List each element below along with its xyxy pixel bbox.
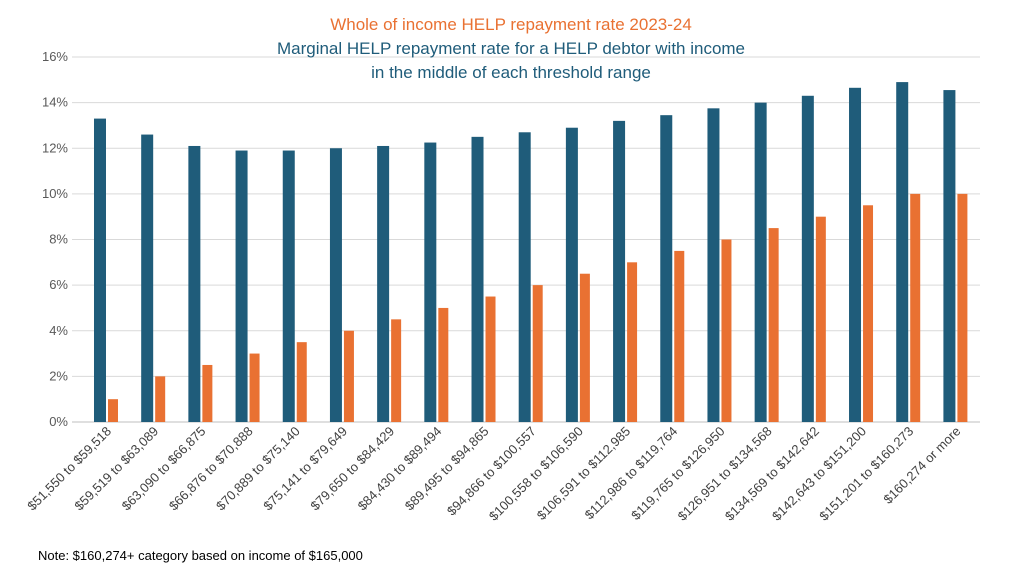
x-tick-label: $134,569 to $142,642 <box>722 424 822 524</box>
bar-marginal-rate <box>943 90 956 422</box>
bar-marginal-rate <box>660 115 673 422</box>
bar-whole-income-rate <box>485 296 496 422</box>
bar-marginal-rate <box>424 142 437 422</box>
x-tick-label: $79,650 to $84,429 <box>307 424 397 514</box>
x-tick-label: $112,986 to $119,764 <box>582 424 681 523</box>
bar-marginal-rate <box>707 108 720 422</box>
x-tick-label: $106,591 to $112,985 <box>534 424 633 523</box>
y-tick-label: 8% <box>49 232 68 247</box>
y-tick-label: 14% <box>42 95 68 110</box>
y-tick-label: 0% <box>49 414 68 429</box>
bar-whole-income-rate <box>579 273 590 422</box>
x-tick-label: $119,765 to $126,950 <box>628 424 727 523</box>
bar-whole-income-rate <box>627 262 638 422</box>
y-tick-label: 10% <box>42 186 68 201</box>
bar-marginal-rate <box>235 150 248 422</box>
bar-marginal-rate <box>565 127 578 422</box>
y-tick-label: 2% <box>49 368 68 383</box>
chart-title-line-3: in the middle of each threshold range <box>371 63 651 82</box>
chart-note: Note: $160,274+ category based on income… <box>38 548 363 563</box>
bar-whole-income-rate <box>107 399 118 422</box>
bar-marginal-rate <box>754 102 767 422</box>
x-tick-label: $94,866 to $100,557 <box>444 424 539 519</box>
x-tick-label: $75,141 to $79,649 <box>260 424 350 514</box>
x-tick-label: $63,090 to $66,875 <box>119 424 209 514</box>
bar-marginal-rate <box>471 136 484 422</box>
chart-title-line-2: Marginal HELP repayment rate for a HELP … <box>277 39 745 58</box>
bar-marginal-rate <box>801 95 814 422</box>
bar-whole-income-rate <box>249 353 260 422</box>
bar-marginal-rate <box>282 150 295 422</box>
bar-whole-income-rate <box>343 330 354 422</box>
bar-marginal-rate <box>93 118 106 422</box>
bar-marginal-rate <box>849 87 862 422</box>
bar-whole-income-rate <box>863 205 874 422</box>
x-tick-label: $89,495 to $94,865 <box>402 424 492 514</box>
bar-whole-income-rate <box>391 319 402 422</box>
bar-marginal-rate <box>329 148 342 422</box>
chart-title-line-1: Whole of income HELP repayment rate 2023… <box>330 15 692 34</box>
x-tick-label: $70,889 to $75,140 <box>213 424 303 514</box>
x-tick-label: $51,550 to $59,518 <box>24 424 114 514</box>
y-tick-label: 12% <box>42 140 68 155</box>
bar-marginal-rate <box>377 145 390 422</box>
bar-whole-income-rate <box>532 285 543 422</box>
bar-marginal-rate <box>896 82 909 422</box>
x-tick-label: $59,519 to $63,089 <box>71 424 161 514</box>
bar-whole-income-rate <box>957 193 968 422</box>
x-tick-label: $100,558 to $106,590 <box>486 424 586 524</box>
bar-marginal-rate <box>188 145 201 422</box>
y-tick-label: 6% <box>49 277 68 292</box>
bar-whole-income-rate <box>721 239 732 422</box>
x-tick-label: $151,201 to $160,273 <box>816 424 916 524</box>
bar-marginal-rate <box>518 132 531 422</box>
bar-whole-income-rate <box>768 228 779 422</box>
x-tick-label: $142,643 to $151,200 <box>769 424 869 524</box>
y-tick-label: 4% <box>49 323 68 338</box>
x-tick-label: $66,876 to $70,888 <box>166 424 256 514</box>
bar-whole-income-rate <box>155 376 166 422</box>
bar-whole-income-rate <box>202 364 213 422</box>
x-tick-label: $84,430 to $89,494 <box>355 424 445 514</box>
bar-whole-income-rate <box>438 307 449 422</box>
y-tick-label: 16% <box>42 49 68 64</box>
bar-whole-income-rate <box>674 250 685 422</box>
bar-whole-income-rate <box>296 342 307 422</box>
x-tick-label: $126,951 to $134,568 <box>675 424 775 524</box>
bar-whole-income-rate <box>910 193 921 422</box>
bar-whole-income-rate <box>815 216 826 422</box>
bar-marginal-rate <box>141 134 154 422</box>
bar-marginal-rate <box>613 120 626 422</box>
